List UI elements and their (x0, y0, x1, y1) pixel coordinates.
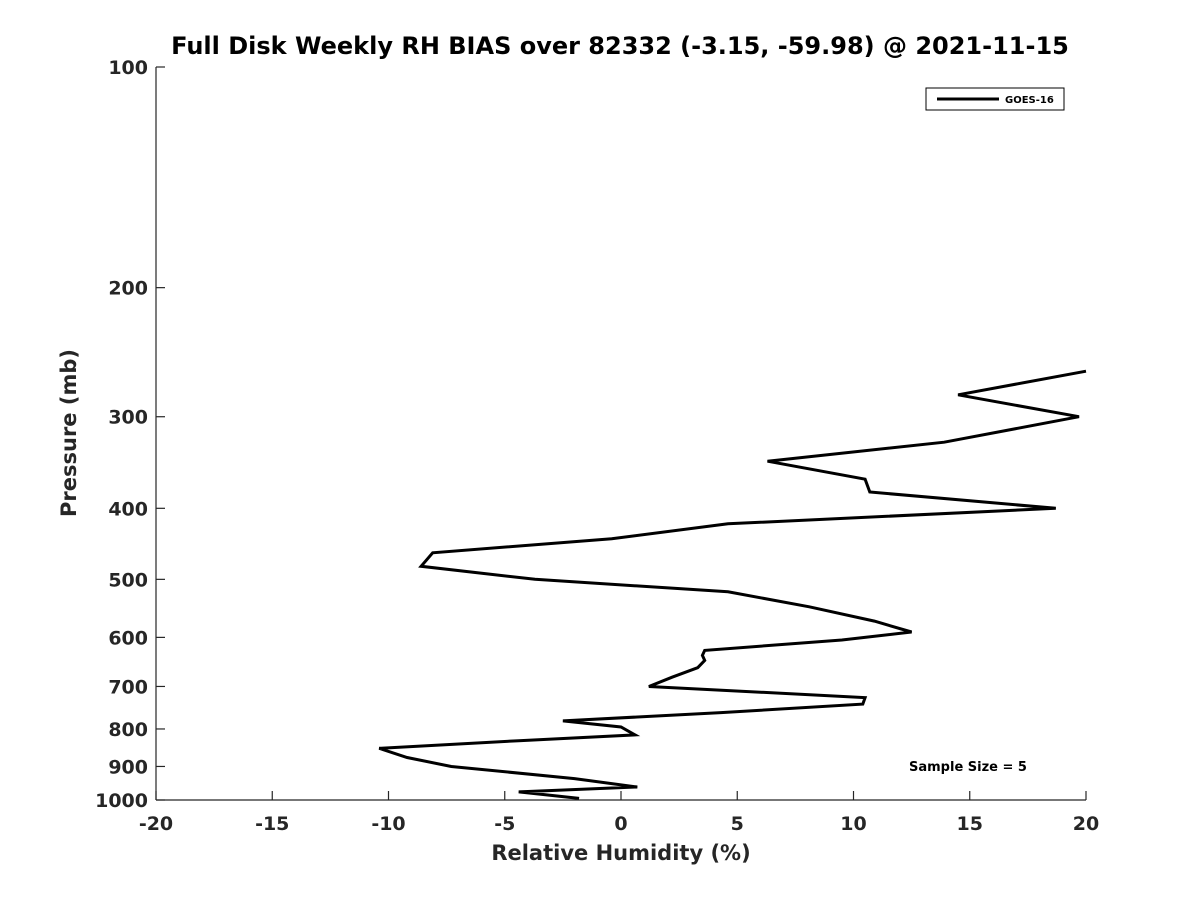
x-tick-group: -20 -15 -10 -5 0 5 10 15 20 (139, 791, 1099, 835)
x-tick-label: 5 (731, 813, 744, 835)
x-tick-label: -15 (255, 813, 289, 835)
y-tick-label: 200 (108, 278, 148, 300)
series-line-1 (378, 369, 1087, 800)
legend-label: GOES-16 (1005, 95, 1054, 106)
y-tick-label: 100 (108, 57, 148, 79)
x-tick-label: -20 (139, 813, 173, 835)
x-tick-label: -10 (371, 813, 405, 835)
y-tick-label: 300 (108, 407, 148, 429)
x-tick-label: 15 (957, 813, 983, 835)
y-tick-label: 400 (108, 498, 148, 520)
x-tick-label: 20 (1073, 813, 1099, 835)
y-tick-label: 900 (108, 756, 148, 778)
chart-title: Full Disk Weekly RH BIAS over 82332 (-3.… (171, 32, 1069, 60)
plot-area: -20 -15 -10 -5 0 5 10 15 20 100 200 300 400 500 600 70… (95, 57, 1099, 835)
y-tick-label: 500 (108, 569, 148, 591)
x-tick-label: -5 (494, 813, 515, 835)
series-layer (378, 369, 1087, 800)
y-tick-label: 600 (108, 627, 148, 649)
y-tick-label: 700 (108, 676, 148, 698)
plot-background (156, 67, 1086, 800)
sample-size-annotation: Sample Size = 5 (909, 760, 1027, 775)
legend: GOES-16 (925, 87, 1065, 111)
x-tick-label: 10 (840, 813, 866, 835)
y-tick-label: 800 (108, 719, 148, 741)
x-tick-label: 0 (614, 813, 627, 835)
y-tick-group: 100 200 300 400 500 600 700 800 900 1000 (95, 57, 165, 812)
y-axis-label: Pressure (mb) (57, 349, 81, 517)
y-tick-label: 1000 (95, 790, 148, 812)
x-axis-label: Relative Humidity (%) (491, 841, 750, 865)
